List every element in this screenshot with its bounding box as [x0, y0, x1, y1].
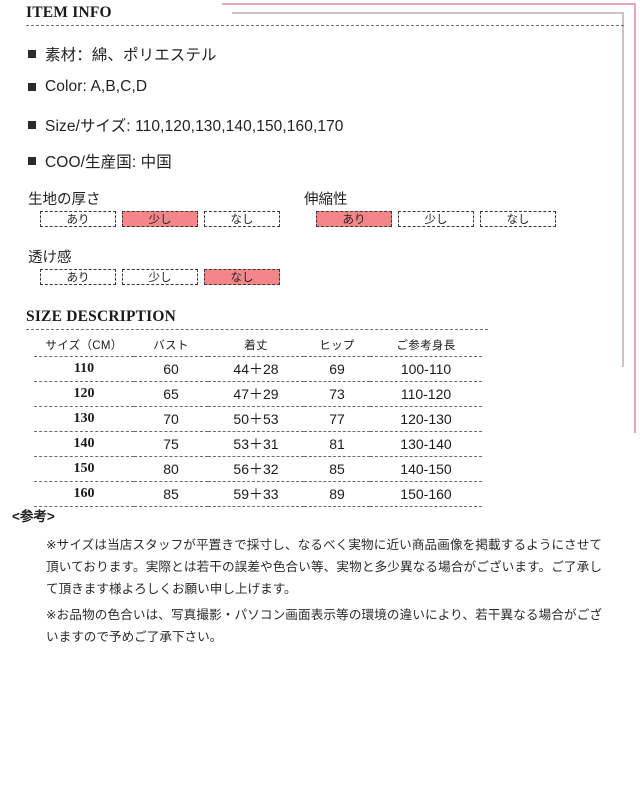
table-cell-length: 56＋32	[208, 456, 304, 482]
table-header-cell: ご参考身長	[370, 334, 482, 357]
table-cell-length: 44＋28	[208, 356, 304, 382]
fabric-stretch-title: 伸縮性	[304, 192, 348, 208]
table-header-cell: 着丈	[208, 334, 304, 357]
table-cell-hip: 81	[304, 431, 370, 457]
fabric-stretch-options: あり 少し なし	[316, 211, 556, 227]
table-cell-hip: 69	[304, 356, 370, 382]
item-info-bullet-label: COO/生産国: 中国	[45, 154, 172, 171]
item-info-bullet-coo: COO/生産国: 中国	[28, 150, 172, 172]
table-cell-height: 140-150	[370, 456, 482, 482]
table-cell-height: 130-140	[370, 431, 482, 457]
table-row: 130 70 50＋53 77 120-130	[34, 406, 482, 432]
size-description-table: サイズ（CM） バスト 着丈 ヒップ ご参考身長 110 60 44＋28 69…	[34, 334, 482, 507]
table-cell-height: 100-110	[370, 356, 482, 382]
table-header-cell: サイズ（CM）	[34, 334, 134, 357]
fabric-sheerness-option-sukoshi[interactable]: 少し	[122, 269, 198, 285]
table-row: 150 80 56＋32 85 140-150	[34, 456, 482, 482]
fabric-thickness-title: 生地の厚さ	[28, 192, 101, 208]
table-header-cell: バスト	[134, 334, 208, 357]
bullet-square-icon	[28, 50, 36, 58]
item-info-heading: ITEM INFO	[26, 4, 112, 21]
table-cell-bust: 60	[134, 356, 208, 382]
table-cell-bust: 65	[134, 381, 208, 407]
decorative-grey-frame	[232, 12, 624, 367]
fabric-thickness-options: あり 少し なし	[40, 211, 280, 227]
table-cell-bust: 85	[134, 481, 208, 507]
table-row: 110 60 44＋28 69 100-110	[34, 356, 482, 382]
table-cell-size: 160	[34, 481, 134, 507]
table-cell-bust: 80	[134, 456, 208, 482]
table-cell-length: 53＋31	[208, 431, 304, 457]
reference-paragraph-color: ※お品物の色合いは、写真撮影・パソコン画面表示等の環境の違いにより、若干異なる場…	[46, 608, 602, 644]
table-cell-height: 150-160	[370, 481, 482, 507]
table-header-row: サイズ（CM） バスト 着丈 ヒップ ご参考身長	[34, 334, 482, 357]
reference-paragraph-measurement: ※サイズは当店スタッフが平置きで採寸し、なるべく実物に近い商品画像を掲載するよう…	[46, 538, 602, 596]
fabric-sheerness-option-ari[interactable]: あり	[40, 269, 116, 285]
bullet-square-icon	[28, 121, 36, 129]
reference-heading: <参考>	[12, 509, 55, 524]
item-info-bullet-material: 素材：綿、ポリエステル	[28, 43, 217, 65]
table-row: 140 75 53＋31 81 130-140	[34, 431, 482, 457]
bullet-square-icon	[28, 157, 36, 165]
table-cell-size: 130	[34, 406, 134, 432]
fabric-thickness-option-sukoshi[interactable]: 少し	[122, 211, 198, 227]
table-cell-hip: 77	[304, 406, 370, 432]
table-cell-length: 50＋53	[208, 406, 304, 432]
table-row: 160 85 59＋33 89 150-160	[34, 481, 482, 507]
table-cell-bust: 75	[134, 431, 208, 457]
table-cell-hip: 85	[304, 456, 370, 482]
item-info-bullet-label: 素材：綿、ポリエステル	[45, 47, 217, 64]
table-cell-hip: 73	[304, 381, 370, 407]
fabric-thickness-option-ari[interactable]: あり	[40, 211, 116, 227]
size-description-divider	[26, 329, 488, 330]
table-cell-size: 120	[34, 381, 134, 407]
fabric-stretch-option-ari[interactable]: あり	[316, 211, 392, 227]
table-header-cell: ヒップ	[304, 334, 370, 357]
fabric-stretch-option-sukoshi[interactable]: 少し	[398, 211, 474, 227]
item-info-bullet-color: Color: A,B,C,D	[28, 78, 147, 96]
fabric-sheerness-title: 透け感	[28, 250, 72, 266]
item-info-bullet-label: Size/サイズ: 110,120,130,140,150,160,170	[45, 118, 344, 135]
table-cell-height: 110-120	[370, 381, 482, 407]
table-cell-size: 150	[34, 456, 134, 482]
fabric-sheerness-options: あり 少し なし	[40, 269, 280, 285]
fabric-sheerness-option-nashi[interactable]: なし	[204, 269, 280, 285]
item-info-divider	[26, 25, 624, 26]
table-cell-size: 110	[34, 356, 134, 382]
fabric-stretch-option-nashi[interactable]: なし	[480, 211, 556, 227]
table-cell-size: 140	[34, 431, 134, 457]
fabric-thickness-option-nashi[interactable]: なし	[204, 211, 280, 227]
table-cell-length: 47＋29	[208, 381, 304, 407]
table-cell-length: 59＋33	[208, 481, 304, 507]
table-cell-hip: 89	[304, 481, 370, 507]
table-cell-bust: 70	[134, 406, 208, 432]
item-info-bullet-label: Color: A,B,C,D	[45, 78, 148, 95]
size-description-heading: SIZE DESCRIPTION	[26, 308, 177, 325]
item-info-bullet-size: Size/サイズ: 110,120,130,140,150,160,170	[28, 114, 344, 136]
bullet-square-icon	[28, 83, 36, 91]
table-cell-height: 120-130	[370, 406, 482, 432]
table-row: 120 65 47＋29 73 110-120	[34, 381, 482, 407]
